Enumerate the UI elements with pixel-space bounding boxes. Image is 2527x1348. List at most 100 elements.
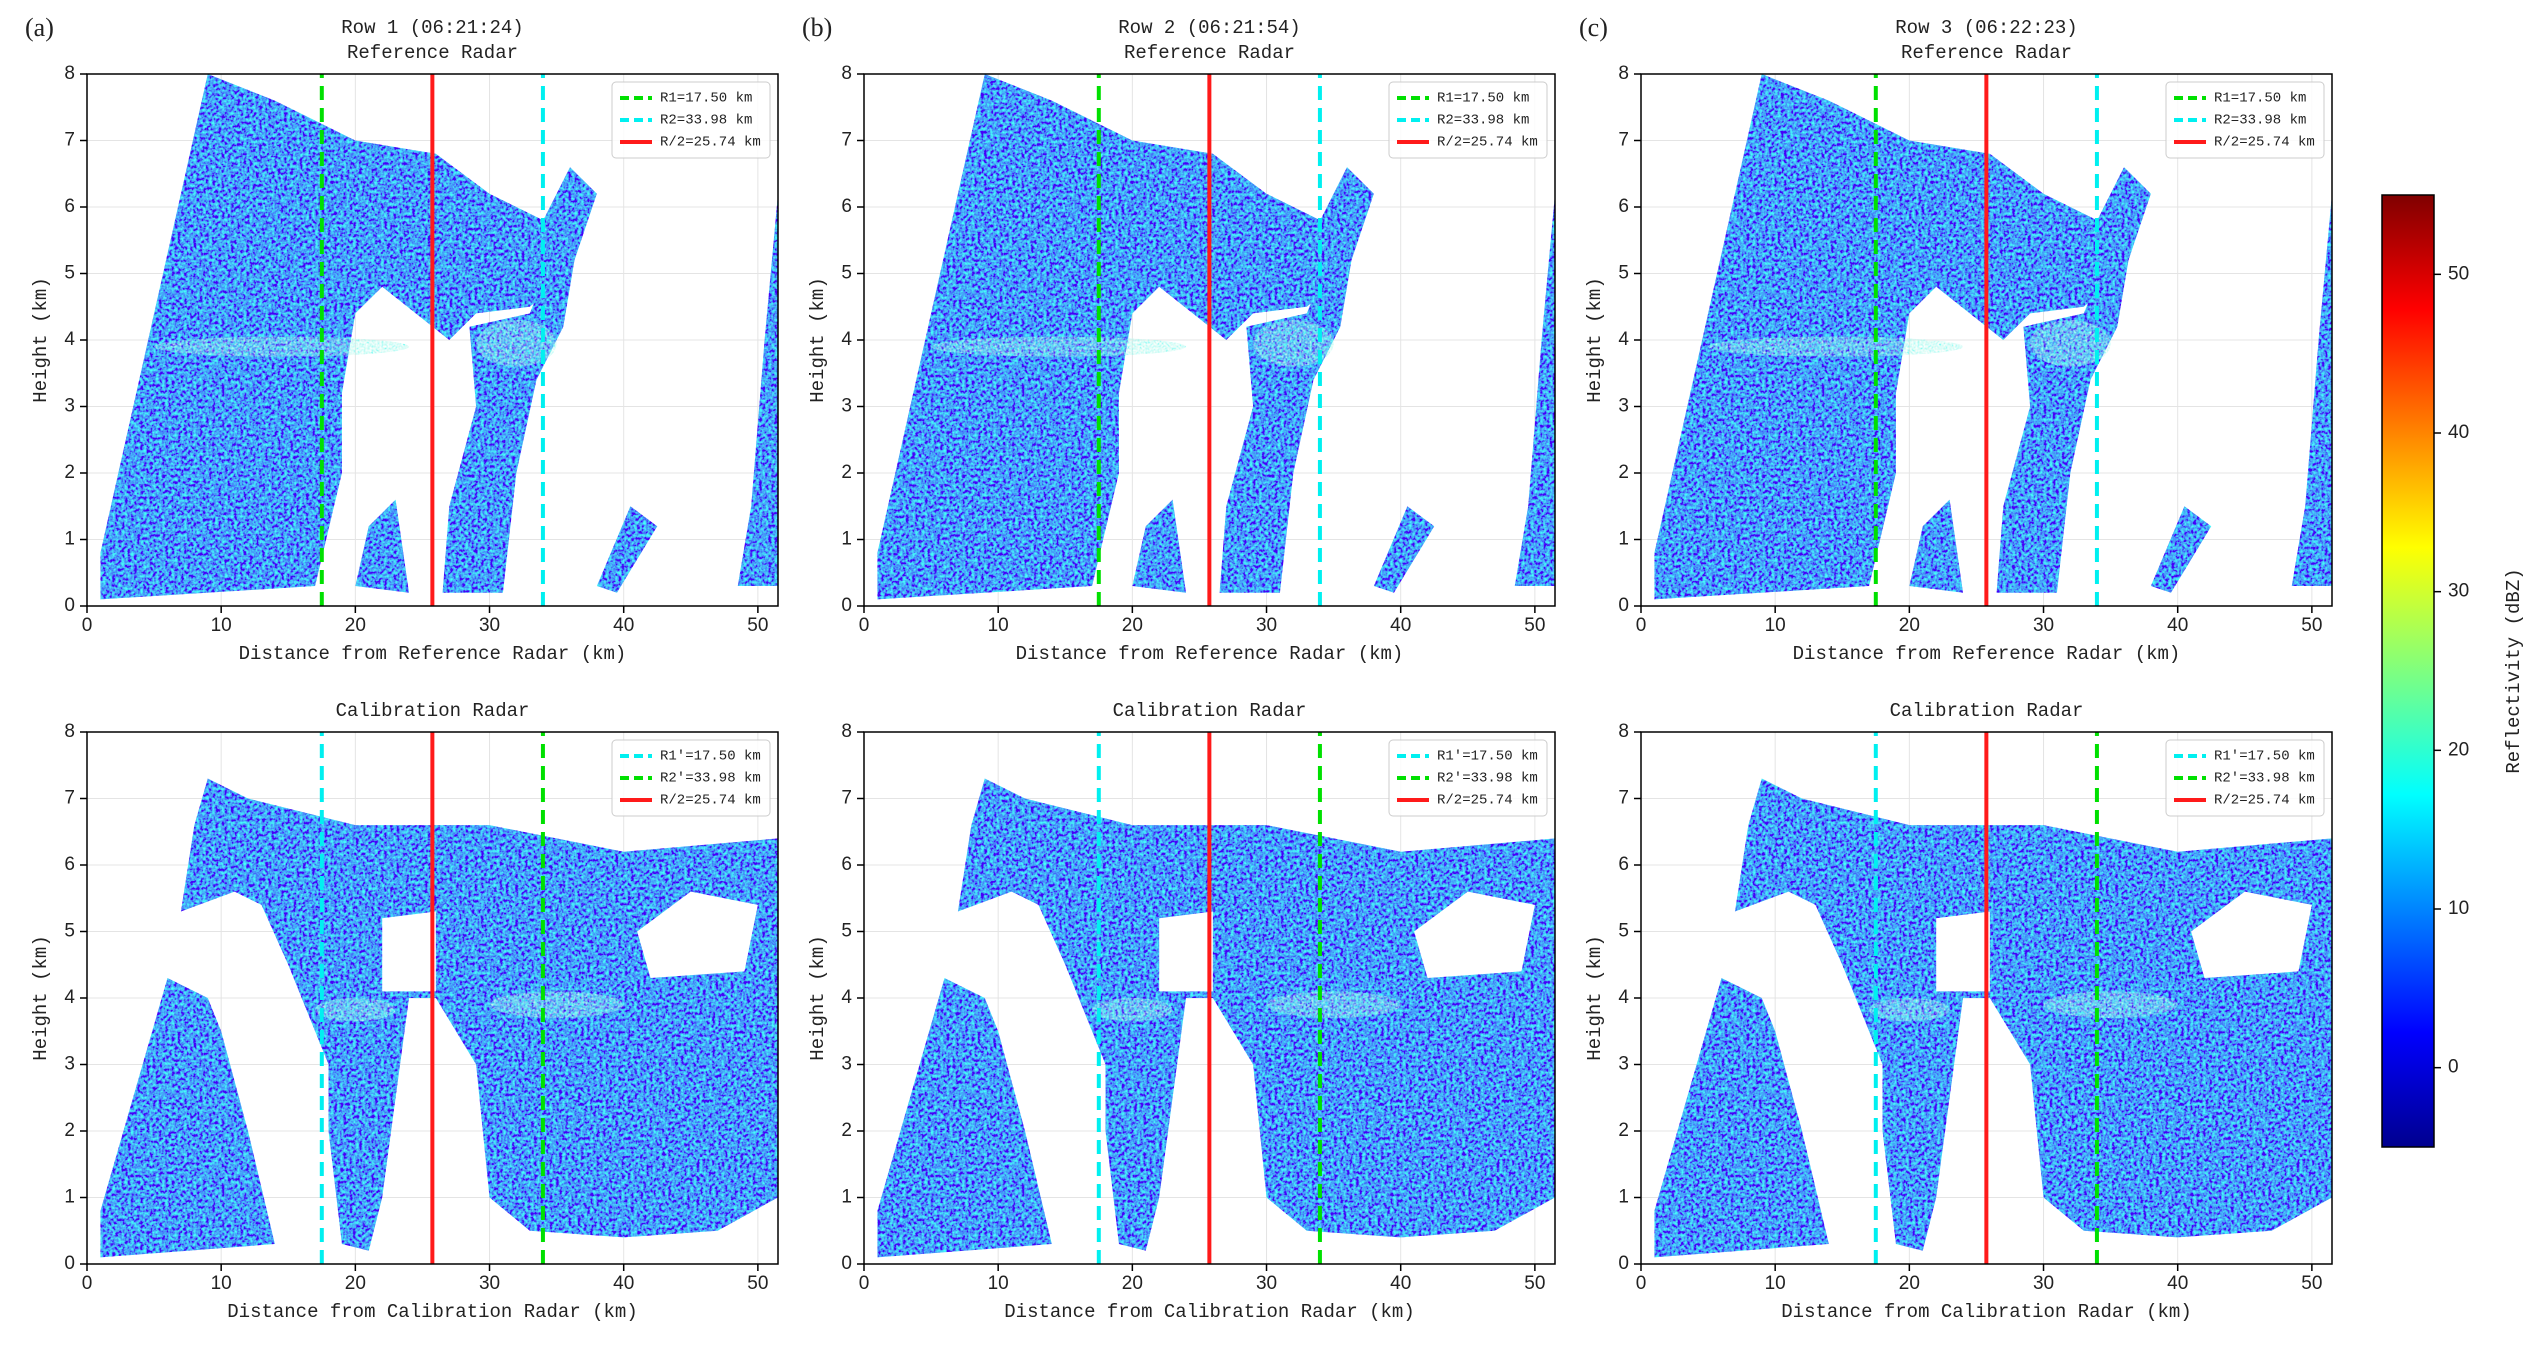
x-tick-label: 50 <box>1524 1273 1545 1294</box>
y-tick-label: 8 <box>841 721 852 742</box>
echo-region <box>1654 74 2151 600</box>
echo-region <box>355 499 410 593</box>
echo-region <box>877 978 1052 1258</box>
legend: R1=17.50 km R2=33.98 km R/2=25.74 km <box>2165 81 2325 159</box>
y-tick-label: 0 <box>841 1253 852 1274</box>
legend-label: R1=17.50 km <box>660 91 752 107</box>
legend-box <box>2165 739 2325 817</box>
legend-label: R2'=33.98 km <box>660 771 761 787</box>
bright-band <box>931 336 1187 357</box>
y-tick-label: 8 <box>1618 721 1629 742</box>
y-tick-label: 3 <box>64 1054 75 1075</box>
bright-band <box>1869 998 1950 1022</box>
y-tick-label: 8 <box>64 721 75 742</box>
y-tick-label: 0 <box>64 1253 75 1274</box>
y-tick-label: 3 <box>841 396 852 417</box>
radar-field <box>1654 74 2332 600</box>
echo-region <box>180 778 778 1251</box>
x-tick-label: 40 <box>1390 1273 1411 1294</box>
y-tick-label: 6 <box>1618 854 1629 875</box>
y-tick-label: 5 <box>1618 921 1629 942</box>
echo-gap <box>1159 911 1213 992</box>
y-tick-label: 0 <box>1618 1253 1629 1274</box>
x-axis-label: Distance from Calibration Radar (km) <box>227 1301 637 1323</box>
y-tick-label: 3 <box>1618 1054 1629 1075</box>
echo-region <box>1654 978 1829 1258</box>
y-axis-label: Height (km) <box>1584 935 1606 1060</box>
y-tick-label: 5 <box>64 921 75 942</box>
echo-region <box>1514 193 1555 587</box>
y-tick-label: 8 <box>1618 63 1629 84</box>
panel-title: Row 2 (06:21:54) <box>1118 17 1300 39</box>
legend-label: R/2=25.74 km <box>660 793 761 809</box>
radar-field <box>877 778 1555 1258</box>
bright-band <box>1708 336 1964 357</box>
x-tick-label: 40 <box>2167 1273 2188 1294</box>
y-tick-label: 2 <box>1618 1120 1629 1141</box>
x-axis-label: Distance from Calibration Radar (km) <box>1004 1301 1414 1323</box>
y-tick-label: 7 <box>841 130 852 151</box>
y-tick-label: 7 <box>64 788 75 809</box>
legend-label: R2'=33.98 km <box>2214 771 2315 787</box>
y-tick-label: 7 <box>1618 788 1629 809</box>
y-tick-label: 1 <box>841 529 852 550</box>
y-tick-label: 6 <box>64 854 75 875</box>
y-tick-label: 0 <box>1618 595 1629 616</box>
colorbar-tick-label: 0 <box>2448 1057 2459 1078</box>
legend-label: R2=33.98 km <box>660 113 752 129</box>
echo-region <box>442 187 584 593</box>
y-tick-label: 6 <box>1618 196 1629 217</box>
echo-region <box>1132 499 1187 593</box>
echo-region <box>100 978 275 1258</box>
echo-region <box>1734 778 2332 1251</box>
x-axis-label: Distance from Reference Radar (km) <box>239 643 627 665</box>
colorbar-tick-label: 20 <box>2448 739 2469 760</box>
echo-region <box>1909 499 1964 593</box>
panel-subtitle: Reference Radar <box>347 42 518 64</box>
echo-gap <box>1936 911 1990 992</box>
x-axis-label: Distance from Reference Radar (km) <box>1793 643 2181 665</box>
x-tick-label: 20 <box>1122 1273 1143 1294</box>
x-tick-label: 0 <box>1636 1273 1647 1294</box>
legend-box <box>611 739 771 817</box>
radar-field <box>100 74 778 600</box>
colorbar-tick-label: 10 <box>2448 898 2469 919</box>
bright-band <box>1092 998 1173 1022</box>
echo-region <box>596 506 658 593</box>
x-tick-label: 0 <box>82 615 93 636</box>
colorbar-label: Reflectivity (dBZ) <box>2503 568 2525 773</box>
y-tick-label: 0 <box>64 595 75 616</box>
echo-region <box>2150 506 2212 593</box>
panel-title: Row 3 (06:22:23) <box>1895 17 2077 39</box>
y-tick-label: 4 <box>64 987 75 1008</box>
y-tick-label: 6 <box>64 196 75 217</box>
y-tick-label: 7 <box>1618 130 1629 151</box>
x-tick-label: 10 <box>211 1273 232 1294</box>
legend-box <box>2165 81 2325 159</box>
x-tick-label: 50 <box>2301 615 2322 636</box>
colorbar-ramp <box>2381 194 2435 1148</box>
echo-gap <box>1414 891 1535 979</box>
echo-region <box>737 193 778 587</box>
x-tick-label: 10 <box>1765 1273 1786 1294</box>
y-tick-label: 6 <box>841 854 852 875</box>
panel: 0 10 20 30 40 50 0 1 2 3 4 5 6 7 8 Distance from Refere… <box>802 13 1556 665</box>
y-tick-label: 5 <box>1618 263 1629 284</box>
y-tick-label: 1 <box>64 1187 75 1208</box>
echo-region <box>1219 187 1361 593</box>
y-axis-label: Height (km) <box>30 277 52 402</box>
y-tick-label: 1 <box>1618 529 1629 550</box>
colorbar-tick-label: 40 <box>2448 422 2469 443</box>
x-axis-label: Distance from Calibration Radar (km) <box>1781 1301 2191 1323</box>
colorbar: 0 10 20 30 40 50 Reflectivity (dBZ) <box>2381 194 2525 1148</box>
legend-label: R/2=25.74 km <box>2214 135 2315 151</box>
x-tick-label: 0 <box>82 1273 93 1294</box>
x-tick-label: 30 <box>2033 615 2054 636</box>
legend-label: R1'=17.50 km <box>660 749 761 765</box>
legend: R1=17.50 km R2=33.98 km R/2=25.74 km <box>611 81 771 159</box>
panel: 0 10 20 30 40 50 0 1 2 3 4 5 6 7 8 Distance from Calibr… <box>1584 700 2333 1323</box>
y-tick-label: 5 <box>841 263 852 284</box>
y-tick-label: 4 <box>1618 329 1629 350</box>
y-tick-label: 1 <box>841 1187 852 1208</box>
